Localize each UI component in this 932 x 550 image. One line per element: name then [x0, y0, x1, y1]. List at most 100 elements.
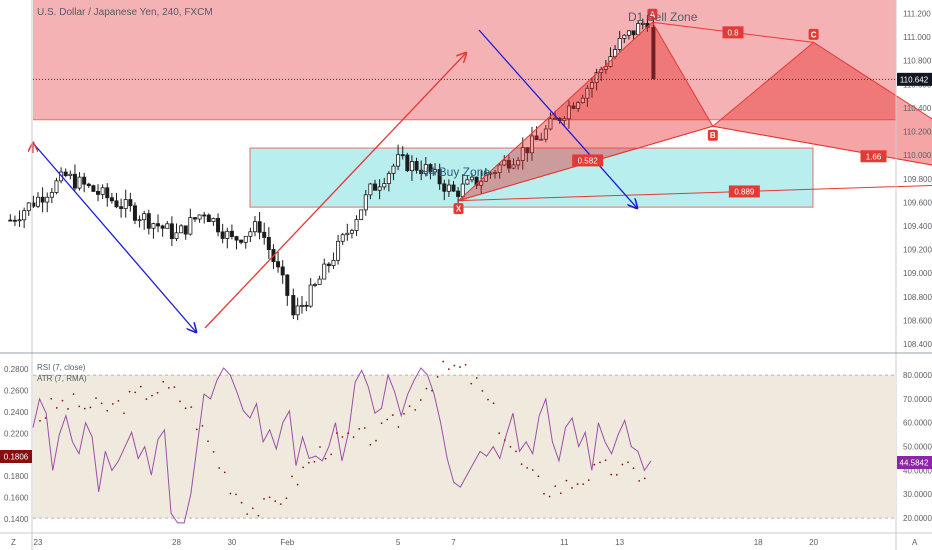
date-tick-label: 20	[809, 538, 818, 547]
candle-body	[479, 180, 484, 186]
atr-dot	[632, 467, 635, 470]
candle-body	[114, 200, 119, 208]
atr-dot	[363, 427, 366, 429]
candle-body	[382, 183, 387, 188]
candle-body	[128, 199, 133, 207]
rsi-tick-label: 80.0000	[903, 371, 932, 380]
date-tick-label: 23	[34, 538, 43, 547]
candle-body	[349, 230, 354, 234]
price-tick-label: 108.400	[903, 340, 932, 349]
candle-body	[651, 26, 656, 80]
atr-dot	[319, 446, 321, 448]
atr-dot	[537, 475, 540, 478]
candle-body	[340, 234, 345, 242]
candle-body	[354, 219, 359, 231]
atr-dot	[274, 500, 277, 503]
candle-body	[409, 161, 414, 172]
candle-body	[529, 135, 534, 154]
price-tick-label: 111.000	[903, 33, 931, 42]
candle-body	[174, 232, 179, 240]
candle-body	[636, 23, 641, 36]
price-tick-label: 110.000	[903, 151, 932, 160]
date-tick-label: 30	[227, 538, 236, 547]
atr-dot	[459, 366, 461, 368]
atr-tick-label: 0.1400	[4, 515, 29, 524]
atr-dot	[559, 492, 562, 495]
candle-body	[26, 202, 31, 212]
atr-dot	[554, 485, 557, 487]
rsi-value-badge	[897, 456, 932, 469]
z-corner-glyph[interactable]: Z	[11, 538, 16, 547]
atr-dot	[162, 380, 165, 383]
atr-tick-label: 0.2400	[4, 408, 29, 417]
atr-dot	[212, 450, 215, 453]
rsi-line	[32, 367, 652, 524]
candle-body	[626, 30, 631, 36]
ratio-label: 0.889	[734, 187, 755, 196]
candle-body	[252, 221, 257, 233]
candle-body	[248, 231, 253, 237]
date-tick-label: 5	[396, 538, 401, 547]
candle-body	[331, 259, 336, 267]
candle-body	[543, 128, 548, 140]
atr-dot	[223, 471, 226, 474]
atr-dot	[487, 398, 489, 401]
time-axis[interactable]: 232830Feb57111318202527Mar57	[34, 538, 932, 547]
candle-body	[562, 118, 567, 121]
candle-body	[262, 231, 267, 238]
atr-dot	[419, 399, 422, 401]
candle-body	[72, 173, 77, 189]
atr-dot	[330, 453, 333, 456]
pattern-point-label: C	[811, 30, 817, 39]
price-tick-label: 109.400	[903, 222, 932, 231]
pattern-point-label: B	[710, 131, 716, 140]
candle-body	[359, 209, 364, 220]
atr-dot	[145, 398, 148, 401]
candle-body	[291, 295, 296, 316]
candle-body	[160, 225, 165, 229]
ratio-badge	[572, 154, 604, 167]
candle-body	[86, 183, 91, 187]
symbol-title: U.S. Dollar / Japanese Yen, 240, FXCM	[37, 7, 213, 18]
a-corner-glyph[interactable]: A	[912, 538, 918, 547]
candle-body	[414, 161, 419, 171]
ratio-badge	[860, 150, 887, 163]
candle-body	[142, 213, 147, 221]
candle-body	[8, 219, 13, 222]
candle-body	[22, 210, 27, 221]
atr-dot	[173, 386, 176, 389]
atr-tick-label: 0.1600	[4, 494, 29, 503]
atr-dot	[111, 403, 114, 405]
rsi-tick-label: 70.0000	[903, 395, 932, 404]
atr-dot	[447, 368, 450, 371]
candle-body	[460, 183, 465, 197]
atr-dot	[503, 439, 506, 441]
atr-dot	[291, 475, 293, 478]
atr-dot	[576, 483, 579, 485]
atr-dot	[565, 479, 568, 482]
atr-dot	[425, 387, 428, 390]
candle-body	[165, 223, 170, 229]
atr-dot	[464, 363, 467, 366]
candle-body	[377, 186, 382, 191]
atr-dot	[106, 409, 109, 412]
price-tick-label: 111.200	[903, 9, 931, 18]
atr-dot	[251, 507, 254, 510]
ratio-badge	[722, 26, 744, 39]
candle-body	[373, 183, 378, 191]
pattern-point-label: X	[456, 205, 462, 214]
candle-body	[617, 37, 622, 50]
price-axis[interactable]: 111.200111.000110.800110.600110.400110.2…	[903, 9, 932, 349]
ratio-badge	[728, 185, 760, 198]
candle-body	[179, 225, 184, 234]
atr-dot	[296, 483, 299, 486]
candle-body	[640, 22, 645, 25]
atr-dot	[268, 496, 271, 499]
candle-body	[12, 219, 17, 222]
rsi-label: RSI (7, close)	[37, 363, 86, 372]
candle-body	[548, 118, 553, 130]
candle-body	[520, 147, 525, 161]
candle-body	[183, 225, 188, 235]
candle-body	[423, 164, 428, 174]
